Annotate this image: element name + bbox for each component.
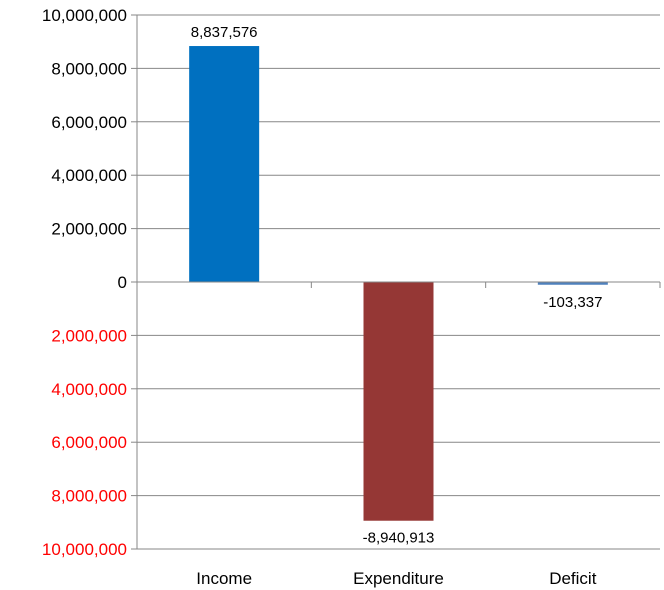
y-tick-label: 8,000,000 — [51, 59, 127, 78]
data-label: 8,837,576 — [191, 24, 258, 41]
bar-deficit — [537, 282, 608, 285]
y-tick-label: 6,000,000 — [51, 113, 127, 132]
bars — [189, 46, 608, 521]
axes — [131, 14, 661, 550]
y-tick-label: 2,000,000 — [51, 326, 127, 345]
category-label: Deficit — [549, 569, 597, 588]
y-tick-label: 4,000,000 — [51, 380, 127, 399]
category-label: Income — [196, 569, 252, 588]
y-tick-labels: 10,000,000 8,000,000 6,000,000 4,000,000 2,0… — [42, 6, 127, 559]
y-tick-label: 8,000,000 — [51, 487, 127, 506]
bar-income — [189, 46, 260, 283]
data-label: -8,940,913 — [363, 530, 435, 547]
category-labels: Income Expenditure Deficit — [196, 569, 596, 588]
y-tick-label: 10,000,000 — [42, 540, 127, 559]
data-label: -103,337 — [543, 294, 602, 311]
y-tick-label: 10,000,000 — [42, 6, 127, 25]
y-tick-label: 6,000,000 — [51, 433, 127, 452]
y-tick-label: 2,000,000 — [51, 220, 127, 239]
y-tick-label: 4,000,000 — [51, 166, 127, 185]
category-label: Expenditure — [353, 569, 444, 588]
y-tick-label: 0 — [118, 273, 127, 292]
data-labels: 8,837,576 -8,940,913 -103,337 — [191, 24, 603, 547]
bar-expenditure — [363, 282, 434, 521]
